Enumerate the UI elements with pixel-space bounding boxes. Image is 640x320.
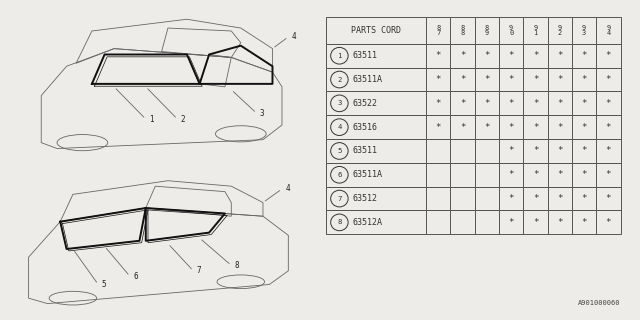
Text: *: * [484, 75, 490, 84]
Bar [326, 92, 621, 115]
Text: *: * [508, 51, 514, 60]
Text: 8: 8 [337, 220, 342, 225]
Text: 63512: 63512 [353, 194, 378, 203]
Text: *: * [508, 170, 514, 179]
Text: *: * [605, 194, 611, 203]
Text: 3: 3 [337, 100, 342, 106]
Bar [326, 163, 621, 187]
Text: *: * [581, 218, 587, 227]
Text: *: * [605, 51, 611, 60]
Text: 3: 3 [260, 109, 264, 118]
Text: *: * [508, 123, 514, 132]
Text: *: * [460, 75, 465, 84]
Text: *: * [484, 51, 490, 60]
Text: 9
4: 9 4 [606, 25, 611, 36]
Text: *: * [508, 194, 514, 203]
Text: 1: 1 [149, 115, 154, 124]
Text: *: * [605, 75, 611, 84]
Text: 4: 4 [337, 124, 342, 130]
Text: 6: 6 [337, 172, 342, 178]
Text: *: * [532, 194, 538, 203]
Text: *: * [557, 147, 563, 156]
Bar [326, 68, 621, 92]
Text: 63512A: 63512A [353, 218, 383, 227]
Text: *: * [508, 218, 514, 227]
Text: *: * [581, 147, 587, 156]
Text: *: * [508, 147, 514, 156]
Bar [326, 211, 621, 234]
Text: *: * [581, 99, 587, 108]
Text: 5: 5 [337, 148, 342, 154]
Text: *: * [532, 170, 538, 179]
Text: *: * [532, 123, 538, 132]
Text: *: * [581, 194, 587, 203]
Bar [326, 115, 621, 139]
Text: 8
9: 8 9 [484, 25, 489, 36]
Text: *: * [532, 218, 538, 227]
Text: 1: 1 [337, 53, 342, 59]
Text: 2: 2 [337, 76, 342, 83]
Text: 5: 5 [101, 280, 106, 289]
Text: *: * [557, 218, 563, 227]
Text: *: * [557, 170, 563, 179]
Text: *: * [581, 75, 587, 84]
Text: *: * [605, 147, 611, 156]
Text: 7: 7 [337, 196, 342, 202]
Text: *: * [557, 75, 563, 84]
Text: PARTS CORD: PARTS CORD [351, 26, 401, 35]
Text: *: * [508, 99, 514, 108]
Text: *: * [557, 51, 563, 60]
Bar [326, 187, 621, 211]
Text: 9
0: 9 0 [509, 25, 513, 36]
Text: *: * [581, 51, 587, 60]
Text: 63511A: 63511A [353, 75, 383, 84]
Text: *: * [557, 123, 563, 132]
Text: *: * [436, 123, 441, 132]
Text: 63511: 63511 [353, 147, 378, 156]
Text: *: * [508, 75, 514, 84]
Text: 7: 7 [196, 266, 201, 275]
Text: *: * [605, 123, 611, 132]
Text: 8: 8 [234, 261, 239, 270]
Text: *: * [581, 170, 587, 179]
Text: 4: 4 [285, 184, 290, 193]
Text: *: * [581, 123, 587, 132]
Text: *: * [484, 99, 490, 108]
Text: *: * [460, 123, 465, 132]
Text: 9
2: 9 2 [557, 25, 562, 36]
Text: *: * [532, 51, 538, 60]
Text: *: * [605, 218, 611, 227]
Text: *: * [532, 147, 538, 156]
Text: 9
1: 9 1 [533, 25, 538, 36]
Text: 63511A: 63511A [353, 170, 383, 179]
Text: 9
3: 9 3 [582, 25, 586, 36]
Text: *: * [460, 99, 465, 108]
Text: 63522: 63522 [353, 99, 378, 108]
Text: 4: 4 [291, 32, 296, 41]
Text: 6: 6 [133, 272, 138, 281]
Text: *: * [484, 123, 490, 132]
Text: *: * [605, 99, 611, 108]
Text: A901000060: A901000060 [578, 300, 621, 306]
Text: *: * [532, 75, 538, 84]
Bar [326, 17, 621, 44]
Text: *: * [436, 75, 441, 84]
Text: *: * [532, 99, 538, 108]
Text: *: * [557, 194, 563, 203]
Text: *: * [557, 99, 563, 108]
Text: *: * [436, 51, 441, 60]
Text: 8
7: 8 7 [436, 25, 440, 36]
Bar [326, 139, 621, 163]
Bar [326, 44, 621, 68]
Text: 2: 2 [180, 115, 185, 124]
Text: *: * [436, 99, 441, 108]
Text: 63516: 63516 [353, 123, 378, 132]
Text: *: * [460, 51, 465, 60]
Text: *: * [605, 170, 611, 179]
Text: 63511: 63511 [353, 51, 378, 60]
Text: 8
8: 8 8 [460, 25, 465, 36]
